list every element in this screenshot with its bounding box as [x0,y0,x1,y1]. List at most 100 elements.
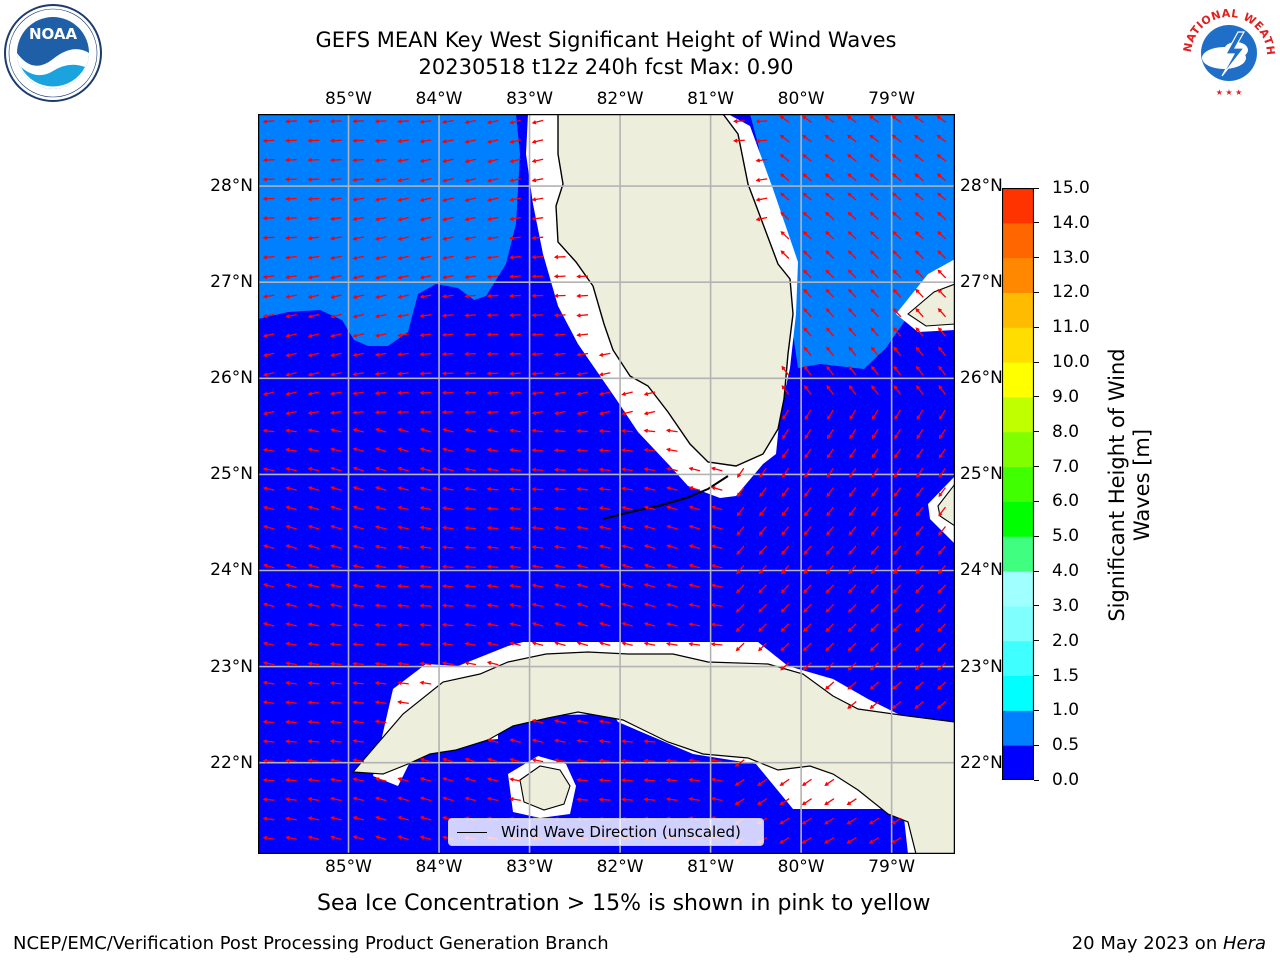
wave-direction-arrow [848,642,857,651]
wave-direction-arrowhead [307,333,313,338]
wave-direction-arrow [781,366,790,376]
wave-direction-arrowhead [554,719,559,724]
wave-direction-arrowhead [825,627,830,633]
wave-direction-arrowhead [352,197,357,202]
wave-direction-arrowhead [846,820,851,825]
wave-direction-arrowhead [397,352,402,357]
wave-direction-arrow [532,642,544,647]
wave-direction-arrow [780,231,790,240]
wave-direction-arrow [263,275,275,278]
colorbar-tick-label: 5.0 [1052,526,1080,547]
wave-direction-arrowhead [938,492,943,498]
wave-direction-arrowhead [782,454,786,459]
wave-direction-arrow [353,604,365,607]
wave-direction-arrowhead [846,839,851,844]
wave-direction-arrowhead [598,506,604,511]
wave-direction-arrowhead [285,524,290,529]
wave-direction-arrowhead [419,680,425,685]
wave-direction-arrowhead [285,119,290,124]
wave-direction-arrow [599,759,611,763]
wave-direction-arrow [667,583,678,588]
wave-direction-arrowhead [464,197,470,202]
wave-direction-arrow [443,236,454,240]
wave-direction-arrow [331,197,342,201]
wave-direction-arrowhead [352,486,358,491]
wave-direction-arrow [849,409,857,420]
wave-direction-arrow [353,372,365,376]
wave-direction-arrowhead [825,327,831,332]
wave-direction-arrowhead [375,466,380,471]
wave-direction-arrowhead [397,275,402,280]
wave-direction-arrow [465,565,477,569]
wave-direction-arrowhead [576,486,581,492]
colorbar-band [1002,640,1034,677]
wave-direction-arrowhead [307,661,313,666]
wave-direction-arrowhead [801,839,806,844]
wave-direction-arrowhead [847,685,852,690]
wave-direction-arrow [286,294,297,298]
wave-direction-arrow [488,178,499,182]
wave-direction-arrowhead [330,372,335,377]
wave-direction-arrowhead [509,622,514,627]
wave-direction-arrowhead [734,782,740,786]
wave-direction-arrow [804,429,812,439]
wave-direction-arrowhead [464,486,469,491]
wave-direction-arrow [398,255,409,260]
wave-direction-arrow [667,487,678,491]
wave-direction-arrowhead [914,666,919,671]
wave-direction-arrowhead [419,466,425,471]
colorbar-tick-mark [1034,744,1039,746]
wave-direction-arrowhead [352,738,357,744]
wave-direction-arrow [734,139,745,142]
wave-direction-arrow [443,333,454,336]
wave-direction-arrowhead [531,313,536,318]
wave-direction-arrow [644,525,656,530]
wave-direction-arrowhead [262,467,268,472]
wave-direction-arrowhead [509,525,514,531]
colorbar-tick-mark [1034,500,1039,502]
wave-direction-arrow [577,759,589,763]
wave-direction-arrowhead [419,427,425,432]
wave-direction-arrowhead [307,236,313,241]
wave-direction-arrow [532,119,544,124]
wave-direction-arrowhead [442,777,447,782]
wave-direction-arrow [712,545,723,550]
wave-direction-arrow [353,313,365,318]
wave-direction-arrowhead [892,666,897,671]
wave-direction-arrow [420,585,432,588]
wave-direction-arrow [939,448,946,458]
wave-direction-arrow [420,526,432,530]
wave-direction-arrowhead [801,801,807,806]
wave-direction-arrowhead [780,192,785,197]
colorbar-tick-label: 15.0 [1052,178,1090,198]
wave-direction-arrow [803,289,812,298]
wave-direction-arrow [802,115,812,123]
wave-direction-arrowhead [915,327,920,332]
wave-direction-arrowhead [598,372,604,377]
axis-tick-label: 24°N [210,560,253,581]
wave-direction-arrowhead [915,589,920,594]
wave-direction-arrowhead [913,115,919,120]
wave-direction-arrowhead [509,197,514,202]
wave-direction-arrow [577,449,589,452]
wave-direction-arrowhead [419,256,425,261]
wave-direction-arrowhead [553,371,559,377]
wave-direction-arrowhead [804,473,809,478]
wave-direction-arrowhead [892,685,897,690]
wave-direction-arrowhead [937,608,942,613]
wave-direction-arrow [915,289,924,298]
wave-direction-arrowhead [710,758,716,763]
wave-direction-arrow [804,448,812,458]
wave-direction-arrow [331,411,342,414]
wave-direction-arrow [443,255,454,260]
wave-direction-arrowhead [397,138,402,144]
wave-direction-arrow [870,154,880,162]
wave-direction-arrowhead [938,531,943,536]
wave-direction-arrow [420,120,432,123]
wave-direction-arrow [667,759,678,763]
wave-direction-arrow [916,385,924,395]
wave-direction-arrow [465,139,477,143]
wave-direction-arrowhead [531,352,537,357]
wave-direction-arrow [600,642,611,647]
wave-direction-arrowhead [759,512,764,517]
